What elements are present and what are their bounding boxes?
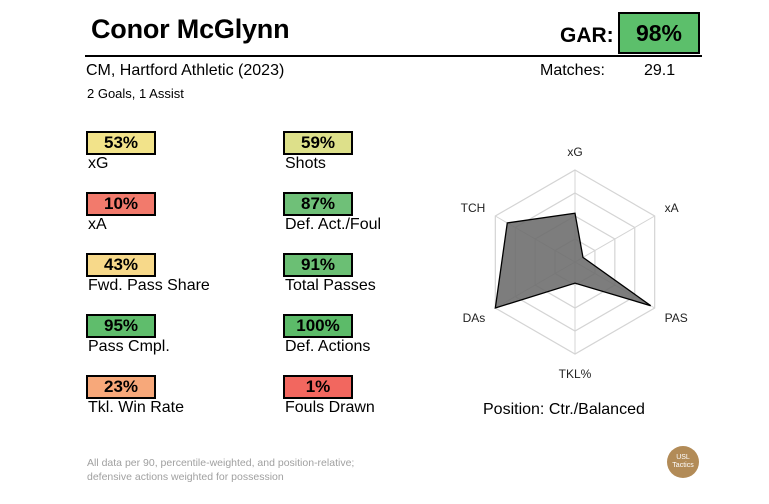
metric-percentile-badge: 53% (86, 131, 156, 155)
metric-label: Shots (285, 155, 326, 172)
radar-axis-label: TCH (461, 201, 486, 215)
metric-tile: 1% Fouls Drawn (283, 375, 483, 431)
metric-percentile-badge: 43% (86, 253, 156, 277)
metric-tile: 23% Tkl. Win Rate (86, 375, 286, 431)
radar-data-area (494, 212, 652, 309)
metric-label: Fouls Drawn (285, 399, 375, 416)
metric-percentile-badge: 1% (283, 375, 353, 399)
radar-spoke (574, 215, 655, 263)
metric-tile: 95% Pass Cmpl. (86, 314, 286, 370)
metric-percentile-badge: 100% (283, 314, 353, 338)
radar-axis-label: xA (665, 201, 679, 215)
radar-axis-label: xG (567, 145, 582, 159)
logo-text-line-2: Tactics (672, 462, 694, 469)
metric-label: Def. Actions (285, 338, 371, 355)
player-name: Conor McGlynn (91, 14, 290, 44)
footnote: All data per 90, percentile-weighted, an… (87, 456, 407, 484)
metric-tile: 100% Def. Actions (283, 314, 483, 370)
metric-percentile-badge: 10% (86, 192, 156, 216)
header-divider (85, 55, 702, 57)
metric-label: Fwd. Pass Share (88, 277, 210, 294)
metric-tile: 53% xG (86, 131, 286, 187)
player-team-season: CM, Hartford Athletic (2023) (86, 62, 285, 79)
metric-label: xA (88, 216, 107, 233)
footnote-line-2: defensive actions weighted for possessio… (87, 471, 284, 483)
metric-label: Pass Cmpl. (88, 338, 170, 355)
metric-percentile-badge: 91% (283, 253, 353, 277)
radar-axis-label: DAs (463, 311, 486, 325)
metric-tile: 10% xA (86, 192, 286, 248)
logo-text-line-1: USL (676, 454, 690, 461)
radar-axis-label: TKL% (559, 367, 592, 381)
metric-tile: 43% Fwd. Pass Share (86, 253, 286, 309)
radar-axis-label: PAS (665, 311, 688, 325)
metric-percentile-badge: 59% (283, 131, 353, 155)
metric-label: Def. Act./Foul (285, 216, 382, 233)
matches-value: 29.1 (644, 62, 676, 79)
position-label: Position: Ctr./Balanced (483, 401, 645, 418)
gar-label: GAR: (560, 24, 614, 47)
metric-tile: 91% Total Passes (283, 253, 483, 309)
metric-percentile-badge: 87% (283, 192, 353, 216)
usl-tactics-logo: USL Tactics (667, 446, 699, 478)
metric-tile: 59% Shots (283, 131, 483, 187)
metric-percentile-badge: 23% (86, 375, 156, 399)
metric-label: xG (88, 155, 109, 172)
goals-assists-line: 2 Goals, 1 Assist (87, 86, 184, 101)
metric-percentile-badge: 95% (86, 314, 156, 338)
gar-badge: 98% (618, 12, 700, 54)
metric-label: Total Passes (285, 277, 376, 294)
matches-label: Matches: (540, 62, 605, 79)
metric-label: Tkl. Win Rate (88, 399, 185, 416)
metric-tile: 87% Def. Act./Foul (283, 192, 483, 248)
footnote-line-1: All data per 90, percentile-weighted, an… (87, 457, 355, 469)
